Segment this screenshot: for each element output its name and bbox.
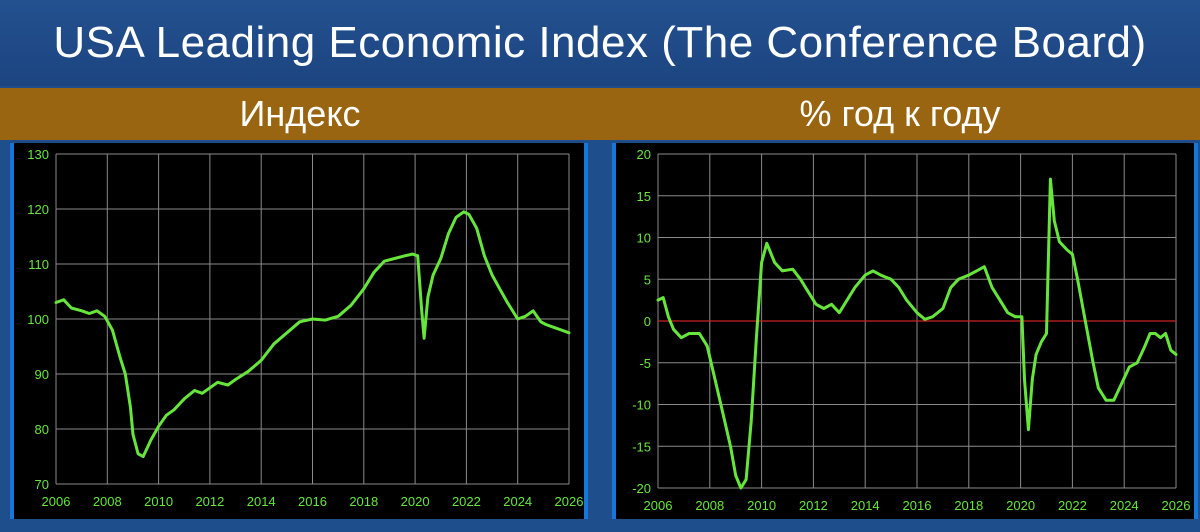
yoy-chart: 2006 2008 2010 2012 2014 2016 2018 2020 2022 2024…: [632, 147, 1191, 513]
yoy-x-tick-label: 2010: [747, 498, 776, 513]
index-y-tick-label: 120: [27, 202, 49, 217]
index-x-tick-label: 2008: [93, 494, 122, 509]
index-x-tick-label: 2012: [195, 494, 224, 509]
yoy-x-tick-label: 2016: [903, 498, 932, 513]
yoy-x-tick-label: 2014: [851, 498, 880, 513]
yoy-x-tick-label: 2026: [1162, 498, 1191, 513]
yoy-y-tick-label: 10: [637, 231, 651, 246]
yoy-x-tick-label: 2012: [799, 498, 828, 513]
yoy-y-tick-label: 20: [637, 147, 651, 162]
yoy-x-tick-label: 2006: [644, 498, 673, 513]
yoy-chart-panel: 2006 2008 2010 2012 2014 2016 2018 2020 2022 2024…: [612, 143, 1198, 519]
yoy-x-tick-label: 2020: [1006, 498, 1035, 513]
yoy-x-tick-label: 2008: [695, 498, 724, 513]
index-x-tick-label: 2020: [401, 494, 430, 509]
yoy-y-tick-label: -5: [639, 356, 651, 371]
right-chart-heading: % год к году: [799, 93, 1001, 134]
yoy-x-tick-label: 2022: [1058, 498, 1087, 513]
yoy-y-tick-label: 5: [644, 272, 651, 287]
index-series-line: [54, 210, 571, 458]
index-x-tick-label: 2014: [247, 494, 276, 509]
yoy-y-tick-label: -20: [632, 481, 651, 496]
yoy-y-tick-label: -15: [632, 439, 651, 454]
yoy-y-tick-label: 15: [637, 189, 651, 204]
index-x-tick-label: 2024: [503, 494, 532, 509]
left-chart-heading: Индекс: [239, 93, 361, 134]
title-bar: USA Leading Economic Index (The Conferen…: [0, 0, 1200, 86]
index-y-tick-label: 130: [27, 147, 49, 162]
yoy-y-tick-label: 0: [644, 314, 651, 329]
index-x-tick-label: 2026: [555, 494, 584, 509]
index-x-tick-label: 2010: [144, 494, 173, 509]
index-y-tick-label: 110: [28, 257, 49, 272]
subheader-bar: Индекс % год к году: [0, 88, 1200, 140]
index-x-tick-label: 2016: [298, 494, 327, 509]
yoy-x-tick-label: 2018: [954, 498, 983, 513]
index-x-tick-label: 2018: [349, 494, 378, 509]
index-x-tick-label: 2022: [452, 494, 481, 509]
index-chart: 2006 2008 2010 2012 2014 2016 2018 2020 2022 2024…: [27, 147, 584, 509]
index-y-tick-label: 80: [35, 422, 49, 437]
index-y-tick-label: 100: [27, 312, 49, 327]
yoy-y-tick-label: -10: [632, 398, 651, 413]
bottom-strip: [0, 519, 1200, 532]
index-y-tick-label: 70: [35, 477, 49, 492]
page-title: USA Leading Economic Index (The Conferen…: [53, 18, 1147, 67]
yoy-x-tick-label: 2024: [1110, 498, 1139, 513]
index-y-tick-label: 90: [35, 367, 49, 382]
index-chart-panel: 2006 2008 2010 2012 2014 2016 2018 2020 2022 2024…: [10, 143, 588, 519]
index-x-tick-label: 2006: [42, 494, 71, 509]
yoy-series-line: [656, 177, 1178, 490]
